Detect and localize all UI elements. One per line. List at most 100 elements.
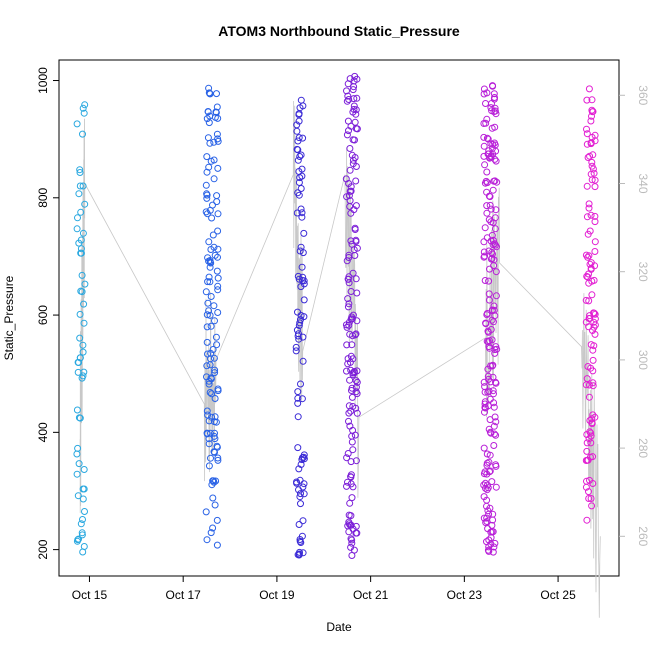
- data-point: [491, 177, 499, 185]
- data-point: [352, 202, 360, 210]
- data-point: [591, 248, 599, 255]
- data-point: [214, 456, 222, 464]
- data-point: [484, 338, 492, 346]
- data-point: [481, 161, 489, 169]
- data-point: [344, 80, 352, 88]
- data-point: [492, 206, 500, 214]
- data-point: [74, 444, 82, 452]
- data-point: [207, 375, 215, 383]
- data-point: [480, 248, 488, 256]
- data-point: [492, 292, 500, 300]
- data-point: [73, 470, 81, 478]
- data-point: [298, 395, 306, 403]
- data-point: [211, 395, 219, 402]
- data-point: [204, 134, 212, 142]
- data-point: [480, 90, 488, 98]
- data-point: [485, 216, 493, 224]
- data-point: [490, 318, 497, 326]
- data-point: [204, 108, 212, 115]
- data-point: [583, 439, 591, 447]
- data-point: [203, 153, 211, 161]
- data-point: [487, 326, 495, 333]
- data-point: [300, 296, 308, 304]
- data-point: [292, 343, 300, 351]
- data-point: [345, 96, 353, 103]
- data-point: [77, 249, 85, 257]
- data-point: [586, 227, 594, 235]
- data-point: [79, 516, 86, 523]
- data-point: [299, 357, 307, 365]
- data-point: [295, 486, 302, 494]
- data-point: [210, 175, 218, 183]
- data-point: [299, 549, 307, 557]
- data-point: [591, 310, 599, 318]
- data-point: [347, 535, 355, 543]
- data-point: [350, 77, 358, 85]
- y2-tick-label: 360: [636, 85, 650, 105]
- data-point: [296, 493, 304, 501]
- data-point: [295, 465, 303, 473]
- data-point: [591, 321, 599, 329]
- data-point: [206, 258, 214, 266]
- data-point: [480, 493, 488, 501]
- data-point: [299, 277, 307, 284]
- data-point: [583, 447, 591, 455]
- data-point: [488, 336, 496, 344]
- data-point: [295, 191, 303, 199]
- data-point: [352, 383, 360, 391]
- data-point: [352, 275, 360, 283]
- data-point: [211, 366, 219, 374]
- data-point: [210, 138, 218, 146]
- data-point: [583, 182, 591, 190]
- data-point: [208, 214, 216, 222]
- data-point: [294, 388, 302, 396]
- y2-tick-label: 300: [636, 350, 650, 370]
- data-point: [214, 309, 222, 316]
- data-point: [297, 205, 305, 213]
- data-point: [352, 404, 360, 412]
- data-point: [298, 209, 306, 217]
- data-point: [296, 548, 303, 556]
- data-point: [300, 480, 308, 488]
- data-point: [212, 333, 220, 341]
- data-point: [349, 86, 357, 94]
- data-point: [294, 444, 302, 452]
- data-point: [298, 165, 306, 173]
- data-point: [482, 177, 490, 185]
- data-point: [75, 239, 83, 247]
- data-point: [295, 521, 303, 528]
- data-point: [76, 310, 84, 318]
- data-point: [348, 494, 356, 502]
- data-point: [589, 327, 596, 334]
- y-tick-label: 600: [36, 305, 50, 325]
- data-point: [205, 417, 213, 425]
- data-point: [346, 376, 354, 384]
- data-point: [343, 87, 350, 95]
- data-point: [347, 288, 355, 295]
- data-point: [293, 479, 301, 487]
- data-point: [73, 120, 81, 128]
- data-point: [590, 169, 598, 177]
- data-point: [353, 125, 361, 133]
- data-point: [214, 282, 222, 290]
- data-point: [480, 133, 488, 141]
- data-point: [80, 485, 88, 493]
- data-point: [344, 355, 352, 363]
- data-point: [487, 362, 494, 370]
- data-point: [214, 114, 222, 122]
- data-point: [583, 213, 591, 221]
- x-axis: Oct 15 Oct 17 Oct 19 Oct 21 Oct 23 Oct 25: [72, 576, 576, 602]
- data-point: [205, 238, 213, 246]
- data-point: [294, 156, 302, 164]
- data-point: [588, 158, 596, 166]
- data-point: [591, 183, 599, 191]
- data-point: [204, 350, 211, 358]
- data-point: [80, 466, 88, 473]
- data-point: [491, 346, 499, 354]
- data-point: [487, 255, 495, 263]
- data-point: [487, 378, 495, 386]
- data-point: [481, 224, 489, 232]
- data-point: [205, 273, 213, 281]
- y-tick-label: 200: [36, 539, 50, 559]
